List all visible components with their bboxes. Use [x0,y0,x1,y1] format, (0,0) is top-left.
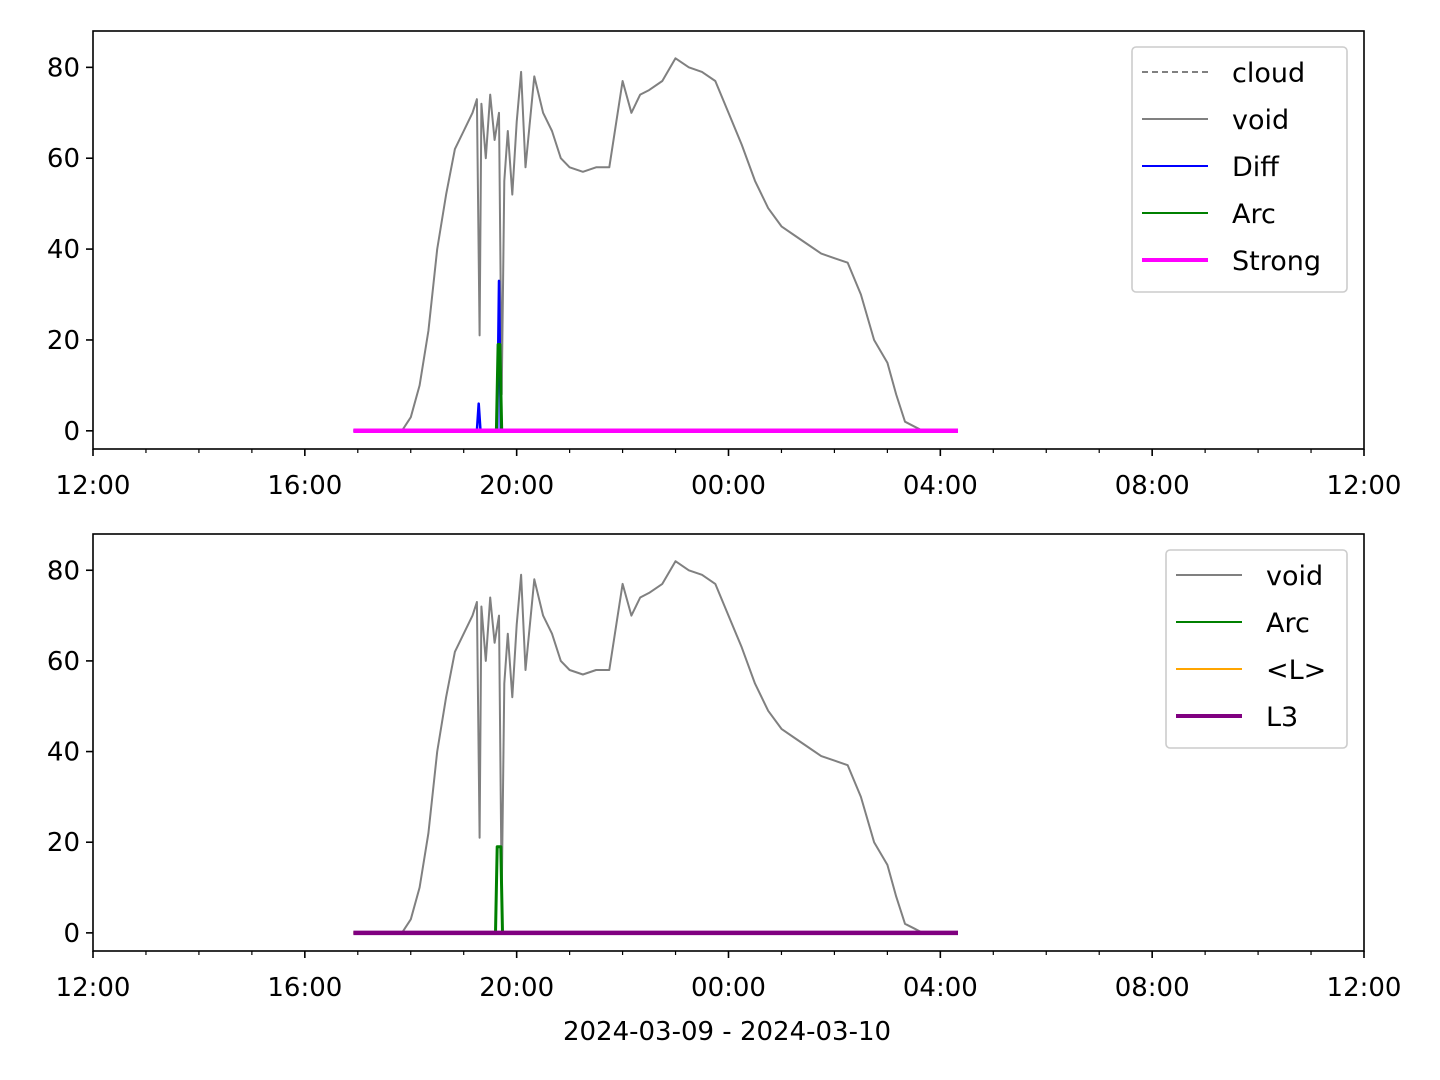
y-tick-label: 20 [47,828,80,858]
legend-label: Arc [1266,608,1310,639]
y-tick-label: 20 [47,326,80,356]
legend-label: L3 [1266,702,1298,733]
x-tick-label: 16:00 [267,471,342,501]
series-group [353,57,958,434]
x-tick-label: 00:00 [691,471,766,501]
x-tick-label: 08:00 [1115,471,1190,501]
legend: void Arc <L> L3 [1165,549,1348,749]
x-tick-label: 20:00 [479,471,554,501]
series-line-void [401,560,932,934]
x-tick-label: 00:00 [691,973,766,1003]
bottom-panel: 0 20 40 60 80 12:00 16:00 20:00 00:00 04:00 08:00 1… [47,533,1402,1003]
legend-label: Diff [1232,152,1280,183]
legend-frame [1131,46,1348,293]
plot-area [93,534,1364,951]
x-tick-label: 12:00 [56,471,131,501]
y-tick-label: 60 [47,647,80,677]
x-tick-label: 16:00 [267,973,342,1003]
x-tick-label: 04:00 [903,471,978,501]
legend-frame [1165,549,1348,749]
y-tick-label: 80 [47,53,80,83]
legend: cloud void Diff Arc Strong [1131,46,1348,293]
legend-label: Strong [1232,246,1321,277]
x-tick-label: 20:00 [479,973,554,1003]
x-tick-label: 04:00 [903,973,978,1003]
x-tick-label: 12:00 [56,973,131,1003]
y-tick-label: 80 [47,556,80,586]
y-tick-label: 0 [63,417,80,447]
x-tick-label: 08:00 [1115,973,1190,1003]
y-tick-label: 0 [63,919,80,949]
y-tick-label: 40 [47,738,80,768]
legend-label: cloud [1232,58,1305,89]
legend-label: Arc [1232,199,1276,230]
x-tick-label: 12:00 [1327,471,1402,501]
series-line-void [401,57,932,432]
top-panel: 0 20 40 60 80 12:00 16:00 20:00 00:00 04:00 08:00 1… [47,30,1402,501]
x-tick-label: 12:00 [1327,973,1402,1003]
legend-label: void [1232,105,1289,136]
y-tick-label: 40 [47,235,80,265]
series-group [353,560,958,936]
x-axis-label: 2024-03-09 - 2024-03-10 [563,1017,891,1047]
legend-label: void [1266,561,1323,592]
legend-label: <L> [1266,655,1326,686]
y-tick-label: 60 [47,144,80,174]
